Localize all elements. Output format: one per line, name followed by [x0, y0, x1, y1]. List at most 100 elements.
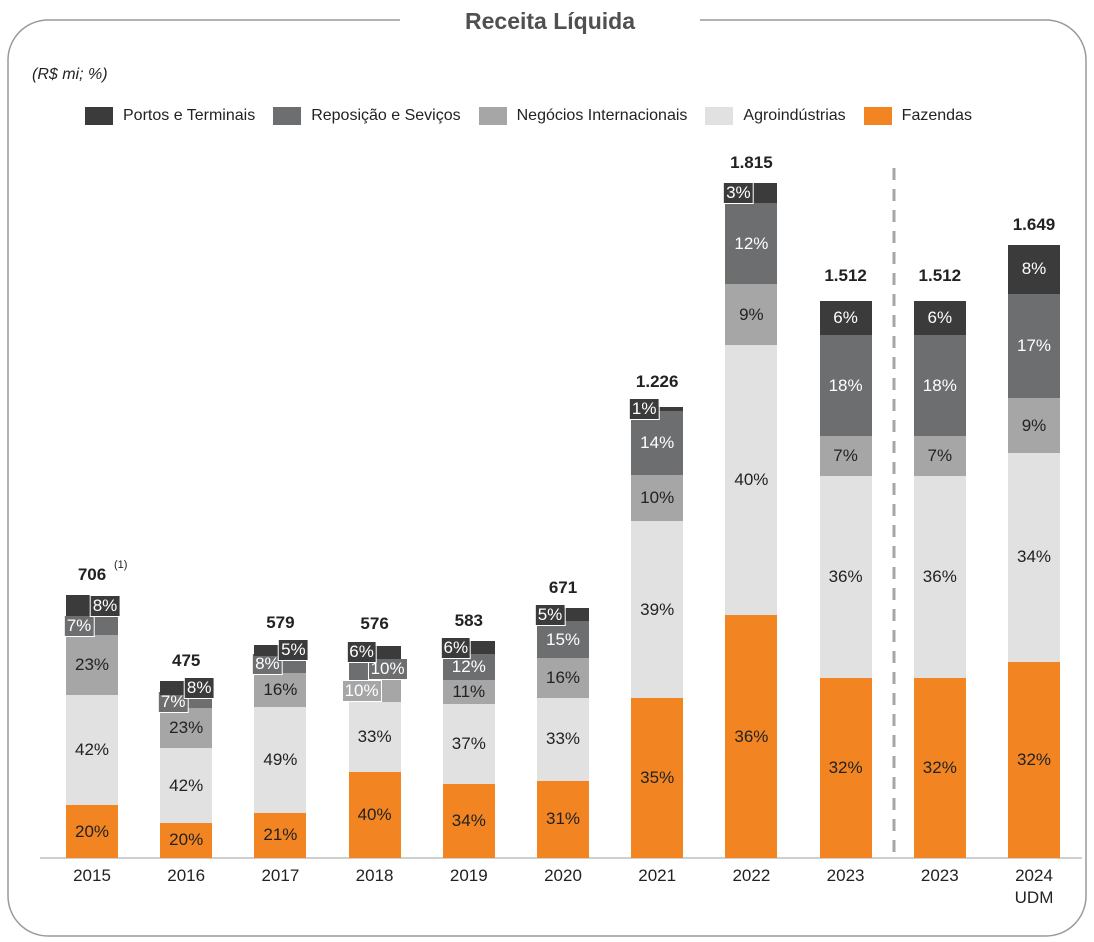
- legend-swatch: [85, 107, 113, 125]
- segment-label: 32%: [828, 758, 863, 778]
- segment-label: 33%: [357, 726, 392, 746]
- segment-label: 10%: [341, 679, 382, 702]
- legend-swatch: [863, 107, 892, 125]
- segment-label: 10%: [640, 487, 675, 507]
- segment-label: 37%: [451, 734, 486, 754]
- legend-label: Negócios Internacionais: [516, 107, 688, 124]
- segment-label: 7%: [63, 614, 95, 637]
- segment: [631, 475, 684, 521]
- segment: [725, 345, 778, 615]
- segment: [537, 620, 589, 659]
- segment-label: 5%: [278, 639, 309, 662]
- x-tick-label: 2016: [167, 866, 206, 885]
- segment-label: 20%: [74, 821, 110, 841]
- segment-label: 16%: [263, 680, 298, 700]
- total-label: 1.649: [1012, 214, 1056, 234]
- segment-label: 42%: [74, 740, 110, 760]
- total-label: 1.512: [918, 265, 962, 285]
- segment-label: 6%: [833, 308, 858, 328]
- segment-label: 23%: [74, 655, 110, 675]
- total-label: 576: [360, 613, 389, 633]
- legend-item: Portos e Terminais: [85, 107, 255, 125]
- segment-label: 17%: [1016, 335, 1052, 355]
- segment-label: 8%: [183, 677, 215, 700]
- legend-item: Fazendas: [863, 107, 972, 125]
- segment-label: 6%: [346, 641, 377, 664]
- segment: [913, 335, 966, 437]
- segment-label: 1%: [628, 397, 660, 420]
- segment: [254, 707, 307, 813]
- segment: [631, 411, 684, 475]
- x-tick-label: 2023: [920, 866, 959, 885]
- legend-label: Agroindústrias: [743, 107, 846, 124]
- segment-label: 42%: [169, 775, 204, 795]
- bar: 20% 42% 23% 7% 8%: [63, 594, 121, 858]
- x-tick-label: 2017: [261, 866, 300, 885]
- segment: [631, 520, 684, 699]
- segment: [819, 335, 872, 437]
- segment: [725, 615, 778, 858]
- segment: [819, 475, 872, 679]
- segment-label: 15%: [545, 629, 581, 649]
- segment-label: 18%: [922, 375, 957, 395]
- legend-label: Fazendas: [901, 107, 972, 124]
- segment: [819, 436, 872, 476]
- segment-label: 9%: [1021, 415, 1047, 435]
- segment: [1008, 293, 1060, 399]
- x-tick-label: 2015: [73, 866, 111, 885]
- total-label: 579: [266, 612, 295, 632]
- segment: [348, 772, 401, 858]
- segment-label: 34%: [1016, 547, 1052, 567]
- segment: [160, 822, 213, 858]
- legend-label: Reposição e Seviços: [311, 107, 461, 124]
- segment: [913, 678, 966, 858]
- segment-label: 39%: [640, 599, 675, 619]
- segment-label: 5%: [534, 603, 566, 626]
- legend: Portos e Terminais Reposição e Seviços Neg…: [85, 107, 972, 125]
- segment-label: 20%: [169, 830, 204, 850]
- x-tick-label: 2021: [638, 866, 677, 885]
- legend-swatch: [478, 107, 507, 125]
- segment: [819, 301, 872, 336]
- bar: 20% 42% 23% 7% 8%: [157, 677, 215, 858]
- segment: [913, 301, 966, 336]
- bar: 34% 37% 11% 12% 6%: [440, 636, 495, 858]
- segment-label: 16%: [545, 668, 581, 688]
- segment: [442, 680, 495, 705]
- bar: 40% 33% 10% 10% 6%: [341, 641, 408, 858]
- segment-label: 23%: [169, 718, 204, 738]
- bar: 31% 33% 16% 15% 5%: [534, 603, 589, 858]
- segment-label: 11%: [452, 682, 486, 702]
- segment-label: 36%: [922, 566, 957, 586]
- segment-label: 18%: [828, 375, 863, 395]
- legend-swatch: [705, 107, 734, 125]
- segment-label: 8%: [1021, 259, 1047, 279]
- x-tick-label: 2024 UDM: [1014, 866, 1054, 907]
- segment: [442, 704, 495, 785]
- segment: [537, 658, 589, 699]
- total-label: 1.226: [635, 372, 679, 392]
- segment-label: 6%: [927, 308, 953, 328]
- segment: [254, 672, 307, 708]
- segment: [66, 805, 118, 858]
- segment: [254, 812, 307, 858]
- bar: 36% 40% 9% 12% 3%: [723, 182, 778, 858]
- segment-label: 36%: [828, 566, 863, 586]
- segment-label: 8%: [252, 653, 283, 676]
- chart-title: Receita Líquida: [465, 8, 635, 34]
- segment: [913, 436, 966, 476]
- segment: [1008, 244, 1060, 294]
- segment-label: 7%: [157, 690, 189, 713]
- x-tick-label: 2020: [544, 866, 582, 885]
- x-tick-label: 2018: [355, 866, 394, 885]
- segment-label: 21%: [263, 825, 298, 845]
- segment-label: 34%: [451, 811, 486, 831]
- title-gap: [400, 5, 700, 37]
- segment-label: 32%: [1016, 749, 1052, 769]
- bar: 32% 36% 7% 18% 6%: [913, 296, 966, 858]
- legend-item: Negócios Internacionais: [478, 107, 688, 125]
- segment-label: 31%: [545, 809, 581, 829]
- segment: [160, 748, 213, 823]
- segment: [819, 678, 872, 858]
